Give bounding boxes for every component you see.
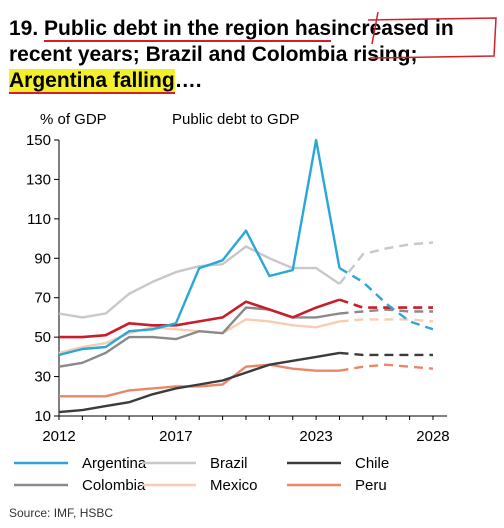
series-forecast-peru bbox=[339, 363, 434, 372]
legend-label-brazil: Brazil bbox=[210, 455, 248, 472]
series-forecast-argentina bbox=[338, 267, 434, 331]
chart-title: Public debt to GDP bbox=[172, 111, 300, 128]
series-line-peru bbox=[59, 363, 340, 398]
y-tick-label: 150 bbox=[26, 132, 51, 149]
source-note: Source: IMF, HSBC bbox=[9, 506, 114, 520]
chart-heading: 19. Public debt in the region hasincreas… bbox=[9, 16, 495, 94]
heading-part-3: in recent years; Brazil and Colombia ris… bbox=[9, 17, 454, 66]
heading-number: 19. bbox=[9, 17, 39, 40]
series-forecast-red bbox=[339, 298, 433, 309]
series-line-brazil bbox=[58, 245, 341, 319]
legend-label-colombia: Colombia bbox=[82, 477, 146, 494]
y-tick-label: 70 bbox=[34, 290, 51, 307]
series-line-red bbox=[59, 298, 340, 339]
x-tick-label: 2023 bbox=[299, 428, 332, 445]
heading-part-1: Public debt in the region has bbox=[44, 17, 332, 42]
y-tick-label: 30 bbox=[34, 369, 51, 386]
x-tick-label: 2028 bbox=[416, 428, 449, 445]
series-forecast-brazil bbox=[338, 241, 434, 285]
legend-label-mexico: Mexico bbox=[210, 477, 258, 494]
series-forecast-colombia bbox=[339, 308, 433, 315]
legend: Argentina Brazil Chile Colombia Mexico Peru bbox=[14, 455, 389, 494]
annotation-box bbox=[367, 11, 497, 59]
legend-label-chile: Chile bbox=[355, 455, 389, 472]
y-tick-label: 50 bbox=[34, 329, 51, 346]
series-line-argentina bbox=[58, 138, 341, 357]
series-forecast-mexico bbox=[339, 318, 434, 323]
legend-label-argentina: Argentina bbox=[82, 455, 147, 472]
heading-part-4: Argentina falling bbox=[9, 69, 175, 94]
series-line-chile bbox=[58, 351, 340, 414]
y-tick-label: 130 bbox=[26, 171, 51, 188]
heading-part-2: increased bbox=[331, 17, 430, 40]
y-axis-label: % of GDP bbox=[40, 111, 107, 128]
series-forecast-chile bbox=[339, 351, 433, 357]
x-tick-label: 2012 bbox=[42, 428, 75, 445]
heading-part-5: …. bbox=[174, 69, 202, 92]
x-tick-label: 2017 bbox=[159, 428, 192, 445]
axes: 10 30 50 70 90 110 130 150 2012 2017 2023 2028 bbox=[26, 132, 450, 445]
legend-label-peru: Peru bbox=[355, 477, 387, 494]
y-tick-label: 110 bbox=[27, 211, 51, 228]
y-tick-label: 10 bbox=[34, 408, 51, 425]
y-tick-label: 90 bbox=[34, 250, 51, 267]
series-group bbox=[58, 138, 434, 414]
